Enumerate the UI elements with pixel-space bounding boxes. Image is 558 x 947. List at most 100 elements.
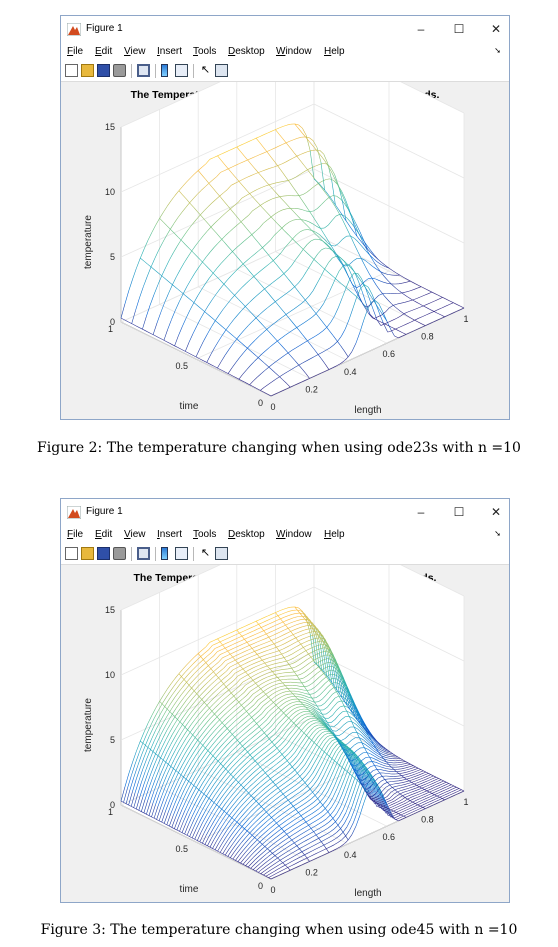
mesh-line	[303, 675, 308, 679]
mesh-line	[256, 291, 261, 296]
mesh-line	[319, 728, 324, 732]
open-file-icon[interactable]	[81, 64, 94, 77]
insert-colorbar-icon[interactable]	[161, 547, 168, 560]
mesh-line	[272, 680, 277, 683]
mesh-line	[219, 699, 224, 704]
mesh-line	[409, 289, 414, 292]
menu-desktop[interactable]: Desktop	[228, 46, 265, 57]
menu-view[interactable]: View	[124, 46, 146, 57]
menu-window[interactable]: Window	[276, 529, 312, 540]
menu-view[interactable]: View	[124, 529, 146, 540]
mesh-line	[259, 691, 264, 695]
close-button[interactable]: ✕	[490, 22, 502, 36]
mesh-line	[178, 686, 183, 693]
mesh-line	[242, 859, 248, 865]
menu-edit[interactable]: Edit	[95, 529, 113, 540]
mesh-line	[174, 190, 180, 196]
menu-insert[interactable]: Insert	[157, 529, 183, 540]
mesh-line	[335, 270, 340, 279]
mesh-line	[170, 780, 175, 790]
mesh-line	[378, 758, 383, 761]
close-button[interactable]: ✕	[490, 505, 502, 519]
mesh-line	[288, 749, 293, 754]
mesh-line	[227, 850, 232, 857]
maximize-button[interactable]: ☐	[453, 22, 465, 36]
mesh-line	[271, 814, 276, 818]
mesh-line	[267, 381, 273, 385]
mesh-line	[249, 828, 254, 834]
mesh-line	[194, 809, 199, 818]
mesh-line	[410, 319, 415, 323]
menu-file[interactable]: File	[67, 46, 84, 57]
mesh-line	[308, 639, 313, 641]
mesh-line	[266, 699, 272, 704]
menu-overflow-icon[interactable]: ➘	[494, 46, 501, 55]
mesh-line	[219, 192, 224, 197]
save-icon[interactable]	[97, 547, 110, 560]
menu-help[interactable]: Help	[324, 529, 345, 540]
minimize-button[interactable]: –	[417, 505, 425, 519]
mesh-line	[298, 208, 303, 210]
mesh-line	[291, 794, 297, 798]
mesh-line	[314, 743, 320, 748]
mesh-line	[259, 223, 264, 228]
mesh-line	[225, 815, 230, 822]
mesh-line	[337, 255, 343, 260]
mesh-line	[212, 733, 218, 739]
menu-desktop[interactable]: Desktop	[228, 529, 265, 540]
mesh-line	[245, 770, 251, 775]
insert-legend-icon[interactable]	[175, 64, 188, 77]
mesh-line	[254, 818, 259, 823]
print-icon[interactable]	[113, 64, 126, 77]
title-bar[interactable]: Figure 1 – ☐ ✕	[61, 16, 509, 44]
menu-file[interactable]: File	[67, 529, 84, 540]
mesh-line	[381, 264, 386, 267]
mesh-line	[395, 288, 400, 292]
mesh-line	[203, 793, 208, 798]
mesh-line	[291, 624, 296, 627]
title-bar[interactable]: Figure 1 – ☐ ✕	[61, 499, 509, 527]
print-icon[interactable]	[113, 547, 126, 560]
plot-browser-icon[interactable]	[215, 547, 228, 560]
mesh-line	[229, 810, 234, 816]
menu-window[interactable]: Window	[276, 46, 312, 57]
minimize-button[interactable]: –	[417, 22, 425, 36]
mesh-line	[373, 784, 379, 795]
mesh-line	[359, 737, 364, 740]
menu-help[interactable]: Help	[324, 46, 345, 57]
menu-tools[interactable]: Tools	[193, 529, 217, 540]
menu-edit[interactable]: Edit	[95, 46, 113, 57]
save-icon[interactable]	[97, 64, 110, 77]
mesh-line	[300, 798, 306, 802]
plot-browser-icon[interactable]	[215, 64, 228, 77]
menu-overflow-icon[interactable]: ➘	[494, 529, 501, 538]
edit-plot-icon[interactable]: ↖	[200, 547, 211, 559]
mesh-line	[165, 824, 170, 827]
mesh-line	[272, 633, 277, 636]
insert-colorbar-icon[interactable]	[161, 64, 168, 77]
mesh-line	[135, 298, 140, 311]
maximize-button[interactable]: ☐	[453, 505, 465, 519]
link-plot-icon[interactable]	[137, 64, 150, 77]
insert-legend-icon[interactable]	[175, 547, 188, 560]
open-file-icon[interactable]	[81, 547, 94, 560]
mesh-line	[352, 767, 357, 772]
mesh-line	[259, 625, 264, 631]
mesh-line	[385, 748, 390, 752]
link-plot-icon[interactable]	[137, 547, 150, 560]
mesh-line	[293, 187, 298, 194]
new-figure-icon[interactable]	[65, 547, 78, 560]
mesh-line	[337, 675, 343, 698]
mesh-line	[396, 272, 401, 276]
mesh-line	[225, 781, 230, 787]
mesh-line	[187, 724, 192, 730]
mesh-line	[265, 863, 271, 867]
menu-insert[interactable]: Insert	[157, 46, 183, 57]
mesh-line	[253, 748, 258, 752]
new-figure-icon[interactable]	[65, 64, 78, 77]
mesh-line	[237, 310, 242, 316]
edit-plot-icon[interactable]: ↖	[200, 64, 211, 76]
mesh-line	[259, 630, 264, 633]
mesh-line	[120, 303, 126, 319]
menu-tools[interactable]: Tools	[193, 46, 217, 57]
